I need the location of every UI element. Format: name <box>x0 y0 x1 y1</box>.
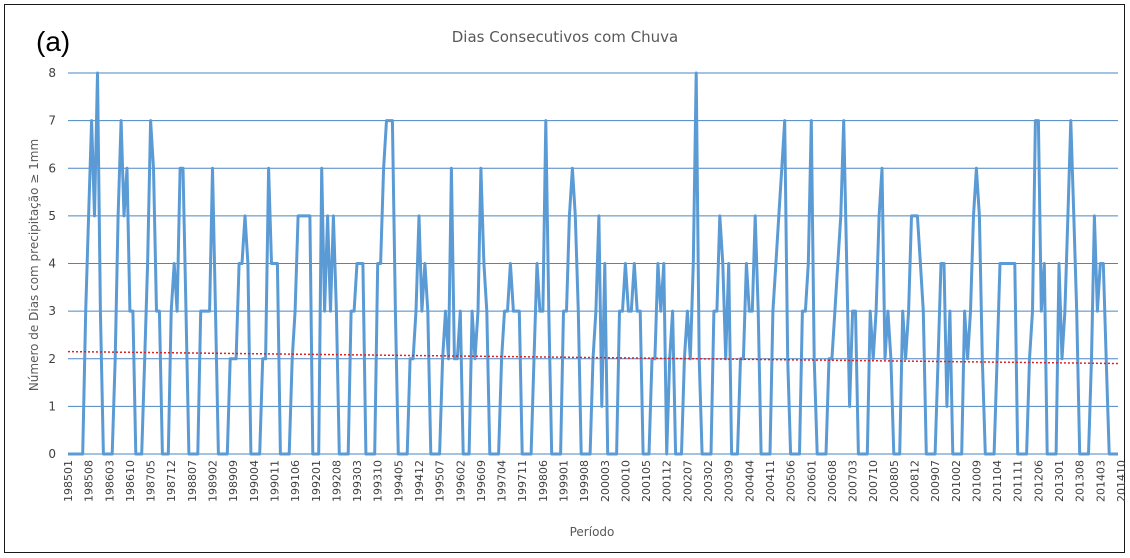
x-tick-label: 199405 <box>392 460 405 502</box>
series-line <box>68 71 1118 456</box>
y-tick-label: 5 <box>48 209 56 223</box>
x-axis-title: Período <box>570 525 615 539</box>
x-tick-label: 201111 <box>1012 460 1025 502</box>
y-tick-label: 4 <box>48 257 56 271</box>
series-layer <box>67 71 1119 456</box>
panel-label: (a) <box>36 26 71 57</box>
x-tick-label: 199208 <box>330 460 343 502</box>
x-tick-label: 201410 <box>1115 460 1128 502</box>
x-tick-label: 200105 <box>640 460 653 502</box>
x-tick-label: 199303 <box>351 460 364 502</box>
x-tick-label: 199412 <box>413 460 426 502</box>
x-tick-label: 201301 <box>1053 460 1066 502</box>
x-tick-label: 199704 <box>496 460 509 502</box>
x-tick-label: 201009 <box>970 460 983 502</box>
x-tick-label: 200003 <box>599 460 612 502</box>
x-tick-label: 199106 <box>289 460 302 502</box>
trend-line <box>67 350 1119 365</box>
y-tick-label: 0 <box>48 447 56 461</box>
y-axis-ticks: 0 1 2 3 4 5 6 7 8 <box>48 66 56 461</box>
x-tick-label: 200601 <box>805 460 818 502</box>
x-tick-label: 199011 <box>268 460 281 502</box>
x-tick-label: 200411 <box>764 460 777 502</box>
x-tick-label: 198508 <box>83 460 96 502</box>
x-tick-label: 198909 <box>227 460 240 502</box>
x-tick-label: 198610 <box>124 460 137 502</box>
x-tick-label: 200309 <box>723 460 736 502</box>
x-tick-label: 199806 <box>537 460 550 502</box>
x-tick-label: 199711 <box>516 460 529 502</box>
x-tick-label: 201403 <box>1094 460 1107 502</box>
x-tick-label: 200710 <box>867 460 880 502</box>
x-tick-label: 198705 <box>145 460 158 502</box>
y-tick-label: 3 <box>48 304 56 318</box>
x-tick-label: 198712 <box>165 460 178 502</box>
x-tick-label: 199602 <box>454 460 467 502</box>
x-tick-label: 200805 <box>888 460 901 502</box>
x-tick-label: 200506 <box>785 460 798 502</box>
x-tick-label: 200207 <box>681 460 694 502</box>
x-tick-label: 199004 <box>248 460 261 502</box>
x-tick-label: 199609 <box>475 460 488 502</box>
x-tick-label: 198902 <box>207 460 220 502</box>
x-tick-label: 200703 <box>847 460 860 502</box>
y-tick-label: 7 <box>48 114 56 128</box>
x-tick-label: 200302 <box>702 460 715 502</box>
x-tick-label: 200608 <box>826 460 839 502</box>
chart-title: Dias Consecutivos com Chuva <box>451 28 679 46</box>
x-tick-label: 200112 <box>661 460 674 502</box>
x-tick-label: 200812 <box>908 460 921 502</box>
chart-frame <box>4 4 1125 553</box>
x-axis-ticks: 198501 198508 198603 198610 198705 198712 1988… <box>62 460 1128 502</box>
x-tick-label: 198807 <box>186 460 199 502</box>
x-tick-label: 199901 <box>558 460 571 502</box>
x-tick-label: 200404 <box>743 460 756 502</box>
x-tick-label: 199201 <box>310 460 323 502</box>
y-axis-title: Número de Dias com precipitação ≥ 1mm <box>27 139 41 391</box>
x-tick-label: 199310 <box>372 460 385 502</box>
x-tick-label: 200010 <box>619 460 632 502</box>
x-tick-label: 201002 <box>950 460 963 502</box>
x-tick-label: 201308 <box>1074 460 1087 502</box>
x-tick-label: 201206 <box>1032 460 1045 502</box>
x-tick-label: 198501 <box>62 460 75 502</box>
x-tick-label: 200907 <box>929 460 942 502</box>
y-tick-label: 8 <box>48 66 56 80</box>
x-tick-label: 199507 <box>434 460 447 502</box>
y-tick-label: 6 <box>48 161 56 175</box>
x-tick-label: 199908 <box>578 460 591 502</box>
x-tick-label: 198603 <box>103 460 116 502</box>
y-tick-label: 2 <box>48 352 56 366</box>
y-tick-label: 1 <box>48 399 56 413</box>
x-tick-label: 201104 <box>991 460 1004 502</box>
